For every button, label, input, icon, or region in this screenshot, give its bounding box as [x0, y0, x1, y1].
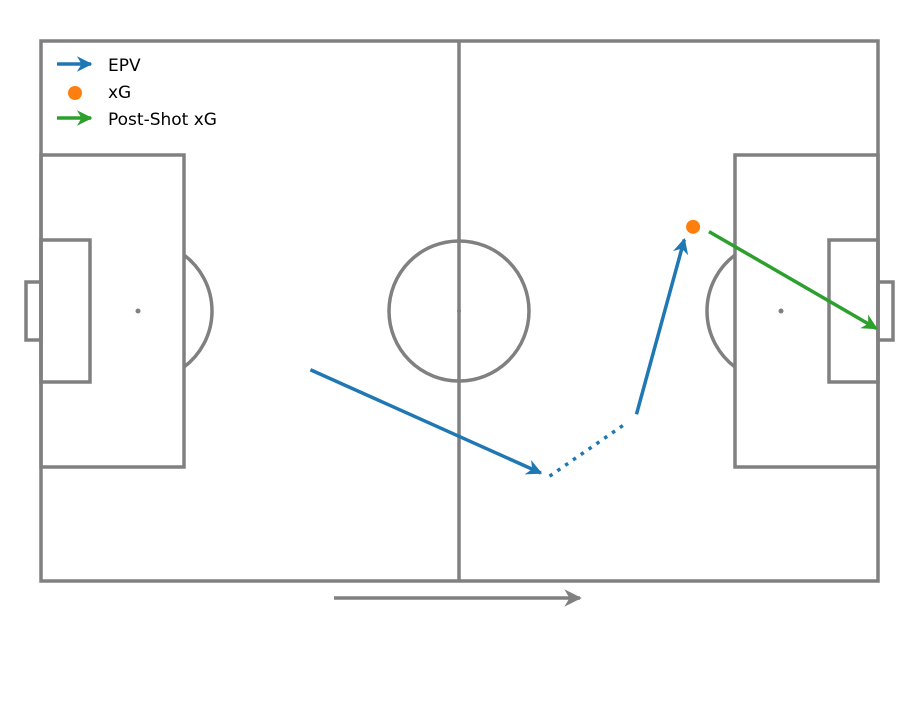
- legend-item-post-shot-xg: Post-Shot xG: [57, 110, 217, 130]
- legend-label-post-shot-xg: Post-Shot xG: [108, 110, 217, 130]
- left-goal-area: [39, 238, 92, 384]
- epv-carry-2: [548, 420, 629, 478]
- centre-spot: [457, 309, 461, 313]
- left-goal: [24, 280, 43, 342]
- right-penalty-spot: [778, 308, 784, 314]
- epv-pass-3: [634, 238, 689, 415]
- left-penalty-arc: [182, 253, 214, 369]
- pitch-markings: [24, 39, 895, 583]
- right-penalty-area: [733, 153, 880, 469]
- legend-xg-dot: [68, 86, 82, 100]
- legend-item-xg: xG: [68, 83, 131, 103]
- epv-pass-1: [309, 368, 543, 475]
- legend-label-xg: xG: [108, 83, 131, 103]
- right-goal-area: [827, 238, 880, 384]
- legend-item-epv: EPV: [57, 56, 141, 76]
- left-penalty-spot: [135, 308, 141, 314]
- xg-shot-marker: [686, 219, 701, 234]
- right-goal: [876, 280, 895, 342]
- left-penalty-area: [39, 153, 186, 469]
- post-shot-xg-shot-5: [708, 230, 878, 330]
- centre-circle: [387, 239, 531, 383]
- legend: EPV xG Post-Shot xG: [57, 56, 217, 130]
- right-penalty-arc: [705, 253, 737, 369]
- events-layer: [309, 219, 878, 478]
- legend-label-epv: EPV: [108, 56, 141, 76]
- pitch-spots: [135, 308, 784, 314]
